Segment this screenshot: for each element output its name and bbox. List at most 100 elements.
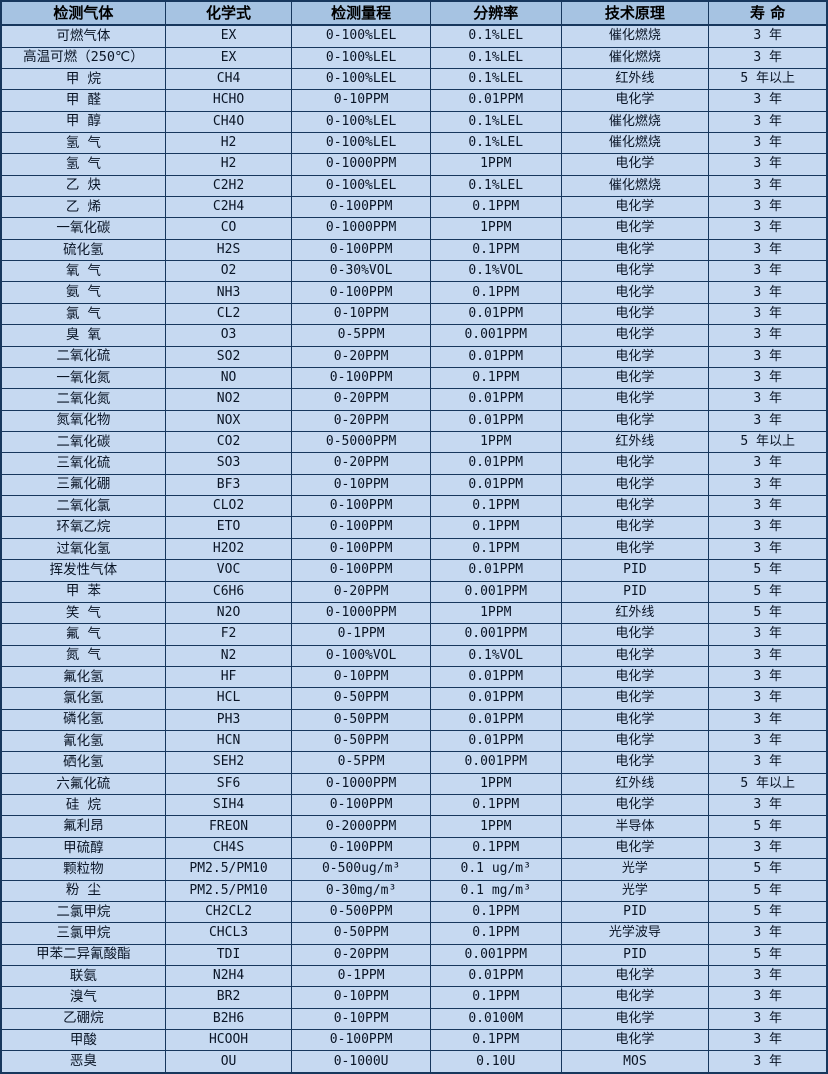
cell-resolution: 0.1%LEL <box>430 174 562 198</box>
cell-range: 0-30mg/m³ <box>291 879 431 902</box>
cell-resolution: 0.1PPM <box>430 281 562 304</box>
cell-formula: HCHO <box>164 89 293 112</box>
cell-gas-name: 甲硫醇 <box>0 836 166 860</box>
cell-range: 0-50PPM <box>291 687 431 710</box>
cell-resolution: 0.1PPM <box>430 986 562 1009</box>
cell-lifespan: 3 年 <box>708 46 828 69</box>
cell-resolution: 0.01PPM <box>430 559 562 582</box>
cell-formula: F2 <box>164 623 293 646</box>
cell-range: 0-100%LEL <box>291 24 431 48</box>
table-row: 氟 气 F2 0-1PPM 0.001PPM 电化学 3 年 <box>0 623 828 646</box>
cell-resolution: 0.01PPM <box>430 708 562 732</box>
table-row: 氟利昂 FREON 0-2000PPM 1PPM 半导体 5 年 <box>0 815 828 838</box>
cell-resolution: 1PPM <box>430 153 562 176</box>
cell-resolution: 0.1 mg/m³ <box>430 879 562 902</box>
table-row: 二氧化硫 SO2 0-20PPM 0.01PPM 电化学 3 年 <box>0 345 828 368</box>
cell-gas-name: 甲 烷 <box>0 67 166 91</box>
cell-range: 0-100PPM <box>291 836 431 860</box>
cell-range: 0-100PPM <box>291 537 431 561</box>
cell-formula: BF3 <box>164 473 293 497</box>
cell-range: 0-100PPM <box>291 281 431 304</box>
cell-lifespan: 3 年 <box>708 794 828 817</box>
cell-gas-name: 三氟化硼 <box>0 473 166 497</box>
cell-principle: 电化学 <box>560 217 710 240</box>
cell-gas-name: 氟化氢 <box>0 665 166 689</box>
cell-lifespan: 3 年 <box>708 260 828 283</box>
cell-resolution: 0.1PPM <box>430 238 562 262</box>
cell-formula: CO <box>164 217 293 240</box>
cell-lifespan: 5 年 <box>708 815 828 838</box>
table-row: 六氟化硫 SF6 0-1000PPM 1PPM 红外线 5 年以上 <box>0 772 828 796</box>
cell-formula: ETO <box>164 516 293 539</box>
table-row: 笑 气 N2O 0-1000PPM 1PPM 红外线 5 年 <box>0 601 828 625</box>
cell-lifespan: 3 年 <box>708 217 828 240</box>
cell-resolution: 0.1%LEL <box>430 67 562 91</box>
cell-formula: VOC <box>164 559 293 582</box>
cell-principle: PID <box>560 580 710 603</box>
cell-gas-name: 氨 气 <box>0 281 166 304</box>
cell-gas-name: 一氧化氮 <box>0 366 166 390</box>
cell-gas-name: 二氧化硫 <box>0 345 166 368</box>
cell-resolution: 1PPM <box>430 815 562 838</box>
cell-formula: BR2 <box>164 986 293 1009</box>
cell-principle: 电化学 <box>560 1029 710 1052</box>
table-header: 检测气体 化学式 检测量程 分辨率 技术原理 寿 命 <box>0 0 828 26</box>
cell-principle: 电化学 <box>560 324 710 347</box>
cell-principle: 电化学 <box>560 345 710 368</box>
cell-lifespan: 5 年以上 <box>708 772 828 796</box>
cell-gas-name: 恶臭 <box>0 1050 166 1074</box>
cell-formula: NO2 <box>164 388 293 411</box>
cell-resolution: 0.01PPM <box>430 388 562 411</box>
cell-range: 0-30%VOL <box>291 260 431 283</box>
cell-lifespan: 3 年 <box>708 495 828 518</box>
cell-gas-name: 磷化氢 <box>0 708 166 732</box>
table-row: 臭 氧 O3 0-5PPM 0.001PPM 电化学 3 年 <box>0 324 828 347</box>
header-row: 检测气体 化学式 检测量程 分辨率 技术原理 寿 命 <box>0 0 828 26</box>
cell-formula: NO <box>164 366 293 390</box>
cell-formula: SO2 <box>164 345 293 368</box>
cell-resolution: 0.1PPM <box>430 1029 562 1052</box>
cell-lifespan: 3 年 <box>708 281 828 304</box>
table-row: 乙 炔 C2H2 0-100%LEL 0.1%LEL 催化燃烧 3 年 <box>0 174 828 198</box>
cell-gas-name: 氟利昂 <box>0 815 166 838</box>
cell-gas-name: 甲 醛 <box>0 89 166 112</box>
cell-gas-name: 氯 气 <box>0 302 166 326</box>
cell-resolution: 0.01PPM <box>430 665 562 689</box>
cell-formula: EX <box>164 46 293 69</box>
cell-principle: 催化燃烧 <box>560 131 710 155</box>
cell-gas-name: 硒化氢 <box>0 751 166 774</box>
cell-range: 0-20PPM <box>291 580 431 603</box>
cell-principle: 电化学 <box>560 281 710 304</box>
cell-gas-name: 粉 尘 <box>0 879 166 902</box>
cell-lifespan: 3 年 <box>708 665 828 689</box>
cell-range: 0-1000U <box>291 1050 431 1074</box>
cell-gas-name: 甲 苯 <box>0 580 166 603</box>
cell-range: 0-5PPM <box>291 751 431 774</box>
cell-gas-name: 氟 气 <box>0 623 166 646</box>
cell-gas-name: 一氧化碳 <box>0 217 166 240</box>
cell-principle: 电化学 <box>560 473 710 497</box>
cell-resolution: 1PPM <box>430 430 562 454</box>
cell-gas-name: 二氯甲烷 <box>0 900 166 924</box>
cell-range: 0-100PPM <box>291 196 431 219</box>
cell-lifespan: 3 年 <box>708 1029 828 1052</box>
cell-formula: SO3 <box>164 452 293 475</box>
cell-lifespan: 3 年 <box>708 196 828 219</box>
cell-formula: O3 <box>164 324 293 347</box>
cell-range: 0-500ug/m³ <box>291 858 431 881</box>
cell-formula: H2 <box>164 153 293 176</box>
cell-resolution: 0.1PPM <box>430 537 562 561</box>
cell-range: 0-100%VOL <box>291 644 431 667</box>
cell-resolution: 0.001PPM <box>430 324 562 347</box>
table-row: 氢 气 H2 0-100%LEL 0.1%LEL 催化燃烧 3 年 <box>0 131 828 155</box>
cell-resolution: 0.01PPM <box>430 302 562 326</box>
cell-lifespan: 3 年 <box>708 131 828 155</box>
cell-resolution: 0.1%LEL <box>430 24 562 48</box>
cell-lifespan: 5 年以上 <box>708 430 828 454</box>
cell-formula: HCN <box>164 730 293 753</box>
cell-lifespan: 3 年 <box>708 1050 828 1074</box>
cell-formula: FREON <box>164 815 293 838</box>
cell-lifespan: 5 年 <box>708 580 828 603</box>
cell-resolution: 0.01PPM <box>430 409 562 433</box>
cell-gas-name: 六氟化硫 <box>0 772 166 796</box>
